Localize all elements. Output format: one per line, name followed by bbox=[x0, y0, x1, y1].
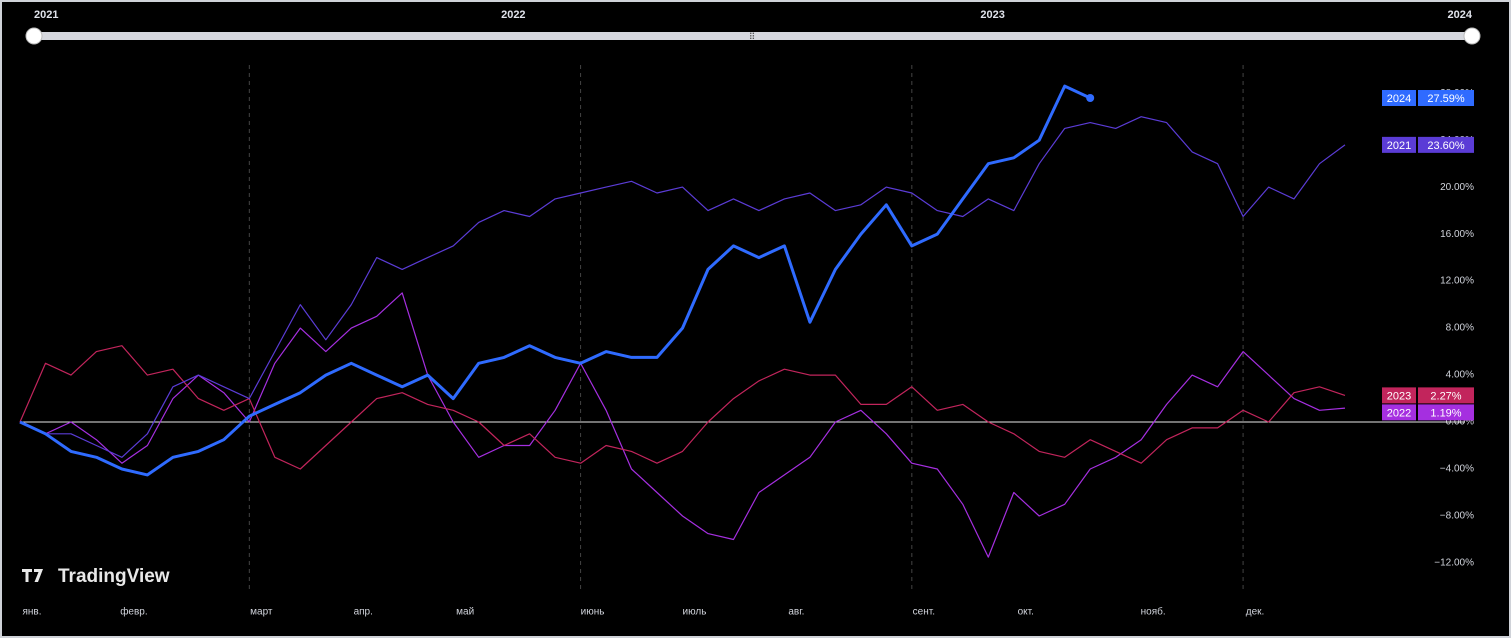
end-label-name: 2024 bbox=[1387, 93, 1411, 105]
slider-track[interactable] bbox=[34, 32, 1472, 40]
end-label-box bbox=[1418, 136, 1474, 153]
watermark-text: TradingView bbox=[58, 566, 170, 587]
last-point bbox=[1086, 94, 1095, 103]
slider-handle[interactable] bbox=[25, 27, 43, 45]
x-tick-label: окт. bbox=[1018, 607, 1034, 618]
x-tick-label: янв. bbox=[22, 607, 41, 618]
end-label: 2023 2.27% bbox=[1382, 387, 1474, 404]
y-tick-label: 12.00% bbox=[1440, 276, 1474, 287]
end-label-name: 2021 bbox=[1387, 140, 1411, 152]
end-label: 2024 27.59% bbox=[1382, 90, 1474, 107]
end-label-box bbox=[1382, 387, 1416, 404]
slider-handle[interactable] bbox=[1463, 27, 1481, 45]
end-label-value: 27.59% bbox=[1427, 93, 1465, 105]
logo bbox=[22, 569, 43, 582]
y-tick-label: 20.00% bbox=[1440, 182, 1474, 193]
y-tick-label: 4.00% bbox=[1446, 370, 1474, 381]
end-label-box bbox=[1382, 136, 1416, 153]
slider-grip[interactable]: ⠿ bbox=[749, 31, 756, 41]
slider-year-label: 2021 bbox=[34, 9, 58, 21]
end-label: 2021 23.60% bbox=[1382, 136, 1474, 153]
end-label-value: 2.27% bbox=[1430, 390, 1461, 402]
end-label-box bbox=[1418, 387, 1474, 404]
end-label-name: 2023 bbox=[1387, 390, 1411, 402]
y-tick-label: 8.00% bbox=[1446, 323, 1474, 334]
end-label-box bbox=[1418, 404, 1474, 421]
slider-year-label: 2022 bbox=[501, 9, 525, 21]
y-tick-label: −8.00% bbox=[1440, 511, 1474, 522]
series-line bbox=[19, 84, 1091, 477]
end-label-name: 2022 bbox=[1387, 407, 1411, 419]
end-label: 2022 1.19% bbox=[1382, 404, 1474, 421]
series-line bbox=[19, 292, 1346, 558]
x-tick-label: нояб. bbox=[1141, 606, 1166, 618]
x-tick-label: февр. bbox=[120, 606, 147, 618]
y-tick-label: 16.00% bbox=[1440, 229, 1474, 240]
slider-year-label: 2024 bbox=[1448, 9, 1473, 21]
x-tick-label: апр. bbox=[354, 607, 373, 618]
series-line bbox=[19, 116, 1346, 458]
end-label-box bbox=[1382, 90, 1416, 107]
y-tick-label: −12.00% bbox=[1434, 558, 1474, 569]
end-label-value: 1.19% bbox=[1430, 407, 1461, 419]
range-slider[interactable]: ⠿ bbox=[25, 27, 1481, 45]
watermark: TradingView bbox=[22, 566, 170, 587]
end-label-value: 23.60% bbox=[1427, 140, 1465, 152]
x-tick-label: дек. bbox=[1246, 607, 1265, 618]
x-tick-label: авг. bbox=[788, 607, 804, 618]
slider-year-label: 2023 bbox=[980, 9, 1004, 21]
x-tick-label: июнь bbox=[581, 607, 605, 618]
x-tick-label: март bbox=[250, 607, 273, 618]
end-label-box bbox=[1418, 90, 1474, 107]
x-tick-label: июль bbox=[683, 607, 707, 618]
series-line bbox=[19, 345, 1346, 470]
x-tick-label: май bbox=[456, 607, 474, 618]
y-tick-label: −4.00% bbox=[1440, 464, 1474, 475]
x-tick-label: сент. bbox=[913, 607, 935, 618]
end-label-box bbox=[1382, 404, 1416, 421]
